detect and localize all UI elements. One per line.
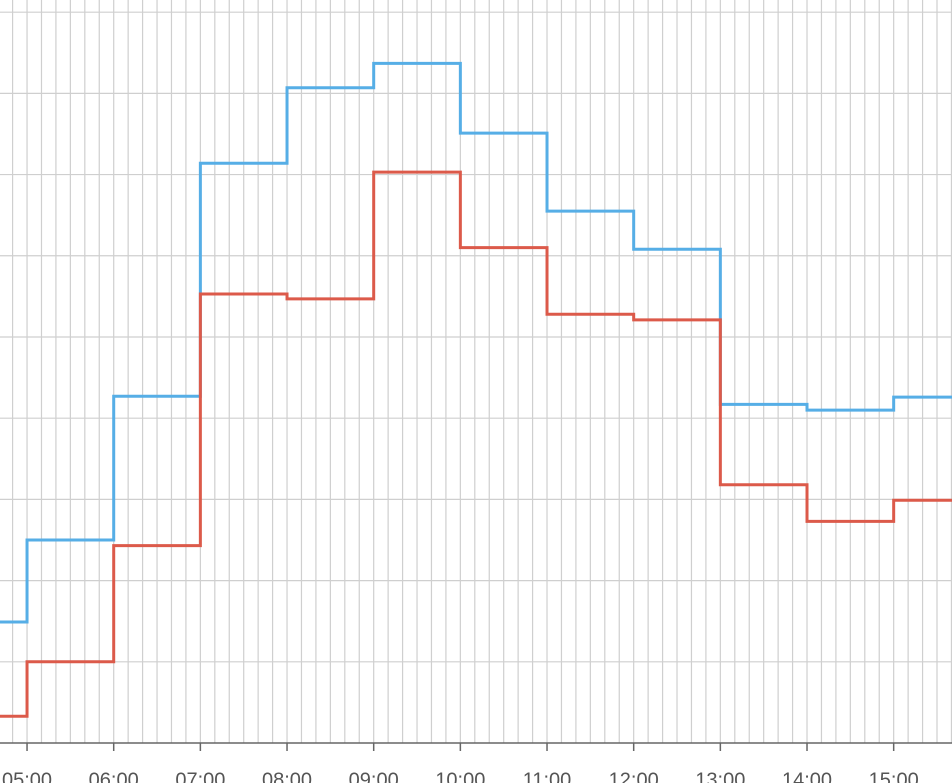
- x-tick-label: 08:00: [262, 769, 312, 783]
- x-tick-label: 07:00: [175, 769, 225, 783]
- x-tick-label: 11:00: [523, 769, 572, 783]
- step-line: [0, 170, 952, 718]
- x-tick-label: 06:00: [89, 769, 139, 783]
- x-tick-label: 12:00: [609, 769, 659, 783]
- x-tick-label: 14:00: [782, 769, 832, 783]
- x-tick-label: 13:00: [695, 769, 745, 783]
- x-tick-label: 10:00: [435, 769, 485, 783]
- x-tick-label: 05:00: [2, 769, 52, 783]
- x-tick-label: 09:00: [349, 769, 399, 783]
- x-tick-label: 15:00: [869, 769, 919, 783]
- step-line: [0, 61, 952, 624]
